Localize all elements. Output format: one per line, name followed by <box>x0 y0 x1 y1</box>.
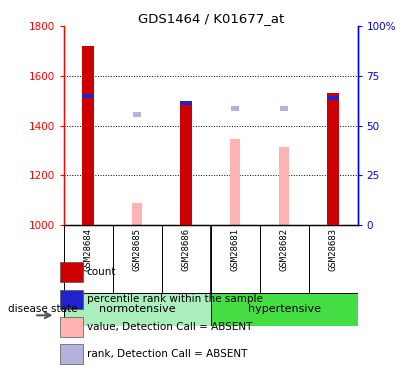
Bar <box>279 147 289 225</box>
Bar <box>60 317 83 337</box>
Bar <box>60 344 83 364</box>
Text: GSM28683: GSM28683 <box>328 228 337 272</box>
Bar <box>211 292 358 326</box>
Bar <box>280 106 288 111</box>
Bar <box>60 290 83 309</box>
Bar <box>132 202 142 225</box>
Bar <box>180 101 192 225</box>
Text: hypertensive: hypertensive <box>247 304 321 314</box>
Bar <box>82 46 94 225</box>
Text: GSM28682: GSM28682 <box>279 228 289 272</box>
Bar <box>327 93 339 225</box>
Text: percentile rank within the sample: percentile rank within the sample <box>87 294 263 304</box>
Text: normotensive: normotensive <box>99 304 175 314</box>
Text: GSM28681: GSM28681 <box>231 228 240 272</box>
Text: GSM28686: GSM28686 <box>182 228 191 272</box>
Text: value, Detection Call = ABSENT: value, Detection Call = ABSENT <box>87 322 252 332</box>
Bar <box>133 112 141 117</box>
Text: GSM28684: GSM28684 <box>84 228 93 272</box>
Title: GDS1464 / K01677_at: GDS1464 / K01677_at <box>138 12 284 25</box>
Bar <box>60 262 83 282</box>
Bar <box>231 106 239 111</box>
Text: rank, Detection Call = ABSENT: rank, Detection Call = ABSENT <box>87 349 247 359</box>
Bar <box>64 292 210 326</box>
Text: disease state: disease state <box>8 304 78 314</box>
Bar <box>180 101 192 105</box>
Bar <box>327 96 339 100</box>
Bar <box>82 94 94 98</box>
Text: GSM28685: GSM28685 <box>133 228 142 272</box>
Bar <box>230 139 240 225</box>
Text: count: count <box>87 267 116 277</box>
